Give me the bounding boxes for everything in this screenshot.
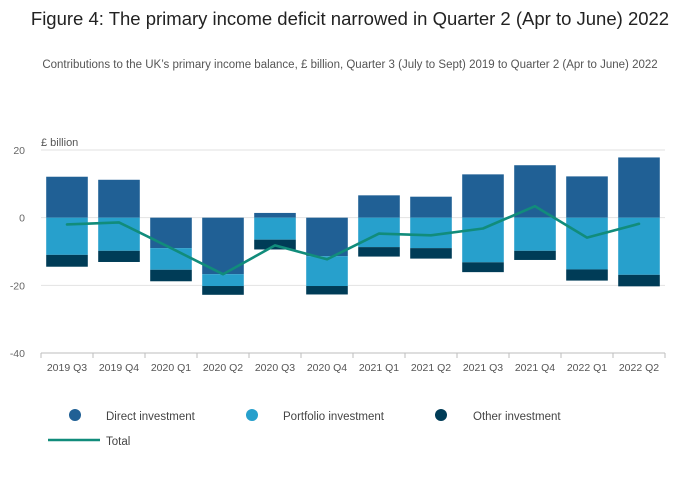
x-tick-label: 2021 Q1 — [359, 362, 399, 374]
y-tick-label: -20 — [10, 280, 25, 292]
chart-subtitle: Contributions to the UK’s primary income… — [42, 59, 658, 71]
x-tick-label: 2020 Q1 — [151, 362, 191, 374]
total-line — [65, 204, 641, 276]
bar-direct-investment — [566, 176, 608, 218]
bar-portfolio-investment — [462, 217, 504, 263]
bar-other-investment — [566, 269, 608, 281]
x-tick-label: 2022 Q1 — [567, 362, 607, 374]
bar-other-investment — [462, 262, 504, 273]
bar-direct-investment — [202, 217, 244, 275]
bar-other-investment — [618, 274, 660, 287]
bar-portfolio-investment — [202, 274, 244, 287]
legend-label: Other investment — [473, 411, 561, 423]
bar-other-investment — [514, 250, 556, 260]
x-tick-label: 2019 Q3 — [47, 362, 87, 374]
legend-label: Direct investment — [106, 411, 196, 423]
x-tick-label: 2020 Q4 — [307, 362, 347, 374]
bar-other-investment — [98, 250, 140, 262]
bar-other-investment — [150, 269, 192, 282]
bar-direct-investment — [618, 157, 660, 218]
y-tick-label: -40 — [10, 348, 25, 360]
y-axis-label: £ billion — [41, 137, 78, 149]
legend-marker-other-investment — [435, 409, 447, 421]
bar-direct-investment — [254, 212, 296, 218]
bar-direct-investment — [98, 179, 140, 218]
legend-label: Total — [106, 436, 130, 448]
bar-direct-investment — [358, 195, 400, 218]
bar-portfolio-investment — [306, 256, 348, 287]
chart-title: Figure 4: The primary income deficit nar… — [30, 8, 670, 29]
bar-direct-investment — [150, 217, 192, 249]
bar-other-investment — [358, 247, 400, 257]
x-tick-label: 2019 Q4 — [99, 362, 139, 374]
bar-direct-investment — [514, 165, 556, 218]
bar-portfolio-investment — [150, 248, 192, 270]
bar-portfolio-investment — [254, 217, 296, 240]
legend-label: Portfolio investment — [283, 411, 385, 423]
bar-portfolio-investment — [566, 217, 608, 270]
bar-other-investment — [46, 254, 88, 267]
x-tick-label: 2021 Q3 — [463, 362, 503, 374]
y-tick-label: 20 — [13, 145, 25, 157]
bar-direct-investment — [306, 217, 348, 257]
legend-marker-portfolio-investment — [246, 409, 258, 421]
bar-portfolio-investment — [514, 217, 556, 251]
bar-direct-investment — [46, 176, 88, 218]
x-tick-label: 2021 Q2 — [411, 362, 451, 374]
x-tick-label: 2021 Q4 — [515, 362, 555, 374]
bar-other-investment — [202, 286, 244, 295]
bar-portfolio-investment — [618, 217, 660, 275]
x-tick-label: 2020 Q3 — [255, 362, 295, 374]
x-tick-label: 2022 Q2 — [619, 362, 659, 374]
bar-other-investment — [306, 286, 348, 295]
bar-direct-investment — [410, 196, 452, 218]
x-tick-label: 2020 Q2 — [203, 362, 243, 374]
bar-direct-investment — [462, 174, 504, 218]
bar-other-investment — [410, 248, 452, 259]
legend-marker-direct-investment — [69, 409, 81, 421]
y-tick-label: 0 — [19, 213, 25, 225]
